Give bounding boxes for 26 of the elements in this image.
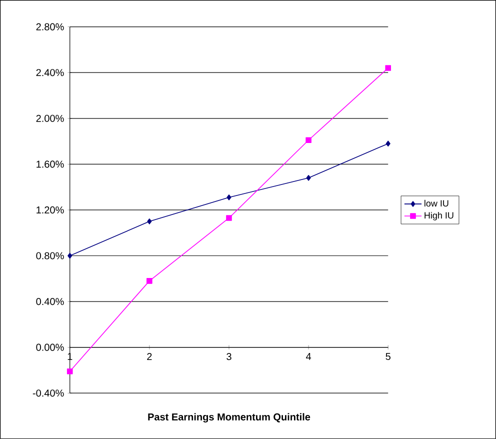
point bbox=[147, 218, 152, 224]
y-tick-label: 2.00% bbox=[36, 114, 64, 122]
point bbox=[306, 175, 311, 181]
point bbox=[226, 194, 232, 200]
point bbox=[386, 140, 390, 147]
x-axis-title: Past Earnings Momentum Quintile bbox=[148, 413, 310, 423]
y-tick-label: 0.80% bbox=[36, 252, 64, 260]
point bbox=[146, 278, 152, 284]
legend-label: High IU bbox=[424, 212, 454, 220]
x-tick-label: 3 bbox=[226, 353, 232, 360]
point bbox=[226, 215, 232, 221]
y-tick-label: 0.40% bbox=[36, 298, 64, 306]
point bbox=[68, 252, 72, 259]
legend-label: low IU bbox=[424, 200, 448, 207]
y-tick-label: -0.40% bbox=[32, 390, 64, 397]
y-tick-label: 1.20% bbox=[36, 206, 64, 214]
point bbox=[385, 65, 392, 71]
y-tick-label: 2.80% bbox=[36, 23, 64, 30]
point bbox=[66, 368, 73, 374]
y-tick-label: 2.40% bbox=[36, 69, 64, 76]
x-tick-label: 2 bbox=[147, 353, 152, 360]
x-tick-label: 4 bbox=[306, 353, 312, 360]
point bbox=[306, 137, 312, 144]
y-tick-label: 0.00% bbox=[36, 344, 64, 351]
y-tick-label: 1.60% bbox=[36, 160, 64, 168]
x-tick-label: 5 bbox=[386, 353, 390, 360]
